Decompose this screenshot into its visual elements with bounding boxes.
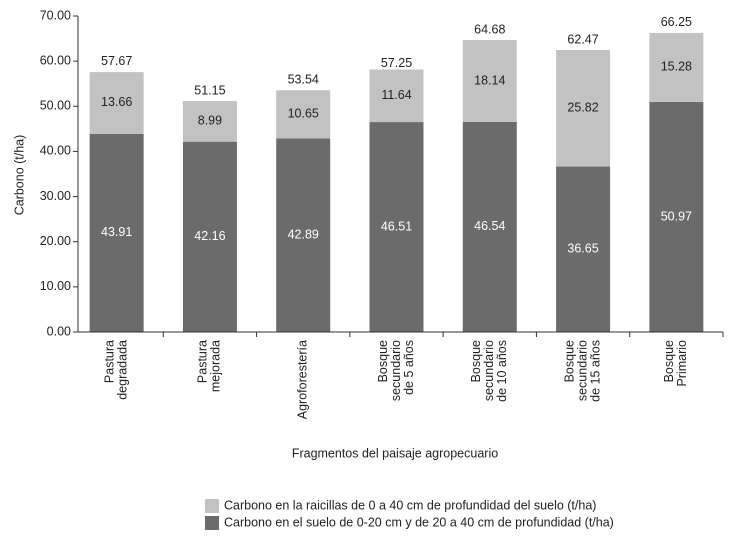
x-tick-label: de 10 años [495, 340, 509, 402]
bar-segment [369, 122, 424, 332]
x-axis-title: Fragmentos del paisaje agropecuario [292, 446, 498, 460]
x-tick-label: secundario [389, 340, 403, 401]
x-tick-label: secundario [482, 340, 496, 401]
value-label: 8.99 [198, 114, 222, 128]
x-tick-label: Bosque [662, 340, 676, 382]
total-label: 62.47 [567, 32, 598, 46]
y-axis-title: Carbono (t/ha) [12, 135, 26, 216]
value-label: 46.54 [474, 219, 505, 233]
y-tick-label: 50.00 [40, 99, 71, 113]
legend-swatch [205, 499, 219, 513]
bar-segment [556, 166, 611, 332]
x-tick-label: Bosque [562, 340, 576, 382]
x-tick-label: Agroforestería [296, 340, 310, 419]
value-label: 11.64 [381, 88, 411, 102]
y-tick-label: 70.00 [40, 8, 71, 22]
x-tick-label: Pastura [102, 340, 116, 383]
value-label: 46.51 [381, 219, 412, 233]
x-tick-label: Bosque [469, 340, 483, 382]
x-tick-label: Pastura [196, 340, 210, 383]
x-tick-label: secundario [575, 340, 589, 401]
bar-segment [369, 69, 424, 123]
bar-segment [649, 32, 704, 102]
value-label: 25.82 [567, 101, 598, 115]
y-tick-label: 20.00 [40, 234, 71, 248]
y-tick-label: 40.00 [40, 144, 71, 158]
x-tick-label: degradada [115, 340, 129, 400]
bar-segment [276, 90, 331, 139]
bar-segment [182, 141, 237, 332]
bar-segment [649, 101, 704, 332]
value-label: 10.65 [288, 107, 319, 121]
total-label: 57.25 [381, 56, 412, 70]
bar-segment [89, 133, 144, 332]
total-label: 64.68 [474, 22, 505, 36]
total-label: 66.25 [661, 15, 692, 29]
legend-swatch [205, 516, 219, 530]
bar-segment [182, 101, 237, 142]
x-tick-label: Primario [675, 340, 689, 387]
bar-segment [276, 138, 331, 332]
value-label: 43.91 [101, 225, 132, 239]
total-label: 57.67 [101, 54, 132, 68]
bar-segment [556, 49, 611, 167]
x-tick-label: de 15 años [588, 340, 602, 402]
value-label: 36.65 [567, 242, 598, 256]
value-label: 18.14 [474, 73, 505, 87]
x-tick-label: Bosque [376, 340, 390, 382]
y-tick-label: 10.00 [40, 279, 71, 293]
bar-segment [462, 121, 517, 332]
value-label: 13.66 [101, 95, 132, 109]
bar-segment [462, 40, 517, 122]
y-tick-label: 30.00 [40, 189, 71, 203]
total-label: 53.54 [288, 73, 319, 87]
bar-segment [89, 72, 144, 134]
value-label: 42.89 [288, 227, 319, 241]
value-label: 15.28 [661, 60, 692, 74]
y-tick-label: 0.00 [47, 324, 71, 338]
value-label: 50.97 [661, 209, 692, 223]
x-tick-label: mejorada [209, 340, 223, 392]
x-tick-label: de 5 años [402, 340, 416, 395]
y-tick-label: 60.00 [40, 53, 71, 67]
value-label: 42.16 [194, 229, 225, 243]
legend-label: Carbono en el suelo de 0-20 cm y de 20 a… [224, 515, 614, 529]
legend-label: Carbono en la raicillas de 0 a 40 cm de … [224, 498, 596, 512]
total-label: 51.15 [194, 83, 225, 97]
